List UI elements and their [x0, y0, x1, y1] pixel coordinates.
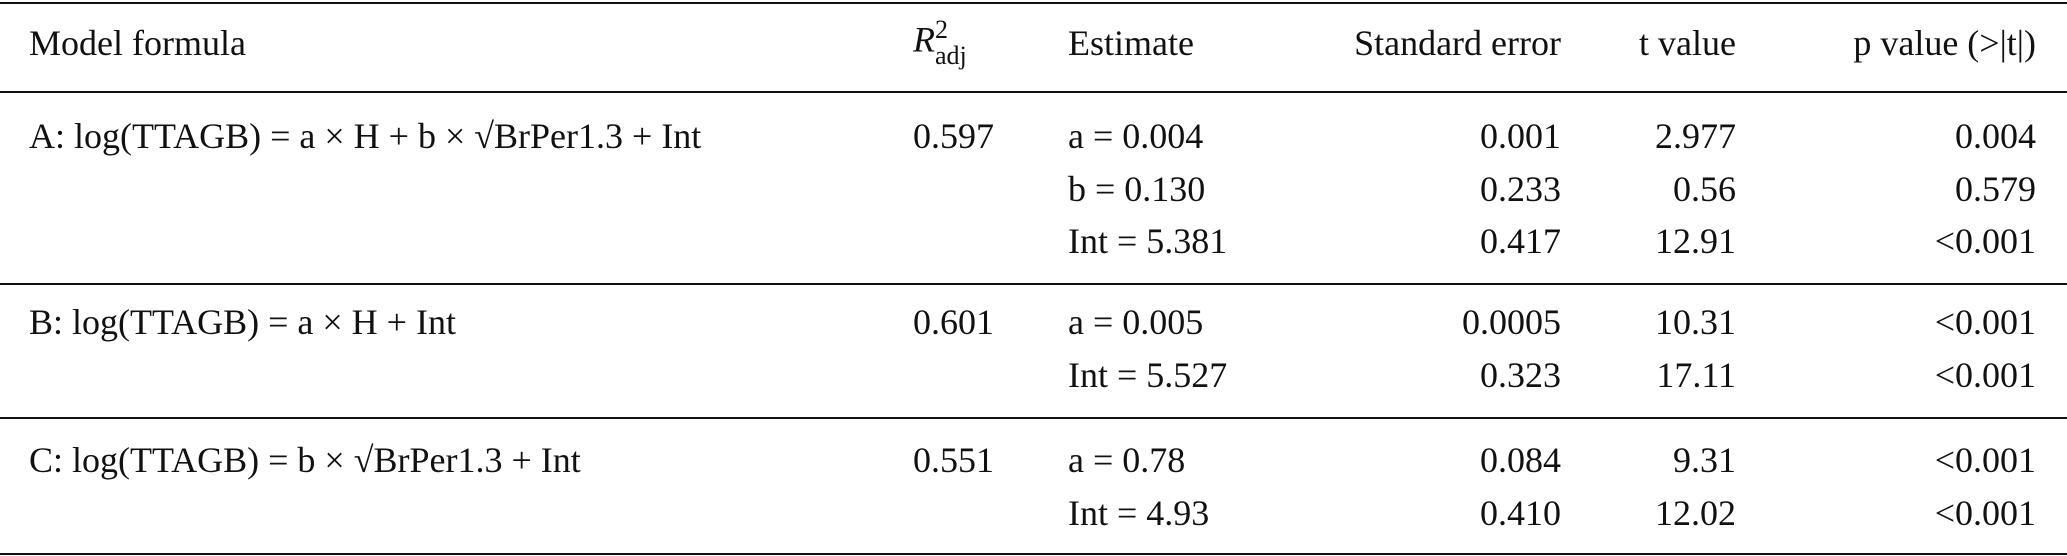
- r2-adj: 0.551: [913, 440, 994, 480]
- standard-error: 0.417: [1480, 221, 1561, 261]
- standard-error: 0.323: [1480, 354, 1561, 395]
- t-value: 9.31: [1673, 440, 1736, 480]
- r2-adj: 0.597: [913, 116, 994, 156]
- group-rule: [0, 283, 2067, 285]
- estimate: Int = 4.93: [1068, 492, 1210, 533]
- p-value: <0.001: [1934, 440, 2036, 480]
- superscript: 2: [935, 15, 948, 44]
- p-value: <0.001: [1934, 354, 2036, 395]
- p-value: 0.004: [1955, 116, 2036, 156]
- header-se: Standard error: [1354, 23, 1561, 63]
- r2-adj: 0.601: [913, 302, 994, 342]
- header-r2: R 2 adj: [913, 17, 967, 69]
- standard-error: 0.233: [1480, 168, 1561, 209]
- model-formula: A: log(TTAGB) = a × H + b × √BrPer1.3 + …: [29, 116, 702, 156]
- estimate: a = 0.004: [1068, 116, 1204, 156]
- top-rule: [0, 2, 2067, 4]
- t-value: 2.977: [1655, 116, 1736, 156]
- estimate: Int = 5.381: [1068, 221, 1228, 261]
- subscript: adj: [935, 41, 967, 70]
- standard-error: 0.001: [1480, 116, 1561, 156]
- estimate: b = 0.130: [1068, 168, 1206, 209]
- header-model: Model formula: [29, 23, 246, 63]
- symbol: R: [913, 19, 935, 60]
- p-value: 0.579: [1955, 168, 2036, 209]
- estimate: a = 0.78: [1068, 440, 1186, 480]
- t-value: 17.11: [1656, 354, 1736, 395]
- header-rule: [0, 91, 2067, 93]
- p-value: <0.001: [1934, 221, 2036, 261]
- estimate: Int = 5.527: [1068, 354, 1228, 395]
- t-value: 12.02: [1655, 492, 1736, 533]
- standard-error: 0.410: [1480, 492, 1561, 533]
- header-p: p value (>|t|): [1853, 23, 2036, 63]
- t-value: 10.31: [1655, 302, 1736, 342]
- standard-error: 0.084: [1480, 440, 1561, 480]
- t-value: 0.56: [1673, 168, 1736, 209]
- p-value: <0.001: [1934, 302, 2036, 342]
- header-t: t value: [1639, 23, 1736, 63]
- model-formula: C: log(TTAGB) = b × √BrPer1.3 + Int: [29, 440, 581, 480]
- standard-error: 0.0005: [1462, 302, 1561, 342]
- sub-sup: 2 adj: [935, 17, 967, 69]
- p-value: <0.001: [1934, 492, 2036, 533]
- bottom-rule: [0, 553, 2067, 555]
- estimate: a = 0.005: [1068, 302, 1204, 342]
- t-value: 12.91: [1655, 221, 1736, 261]
- header-estimate: Estimate: [1068, 23, 1194, 63]
- group-rule: [0, 417, 2067, 419]
- model-formula: B: log(TTAGB) = a × H + Int: [29, 302, 456, 342]
